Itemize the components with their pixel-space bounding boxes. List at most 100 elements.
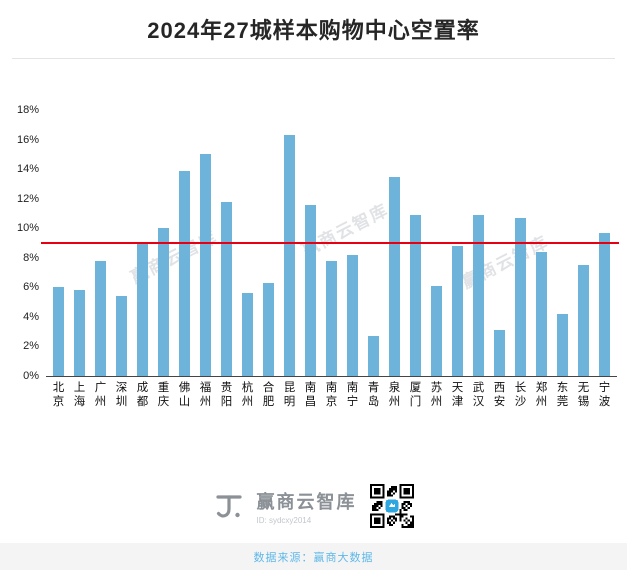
bar-长沙 [515,217,526,376]
x-label-cell: 南京 [321,382,342,409]
x-axis-labels: 北京 上海 广州 深圳 成都 重庆 佛山 福州 贵阳 杭州 合肥 昆明 南昌 南京 南宁 青岛 泉州 厦门 苏州 天津… [46,382,617,409]
bar-column [447,110,468,376]
x-tick-label: 武汉 [472,382,485,408]
bar-合肥 [263,282,274,376]
data-source-bar: 数据来源：赢商大数据 [0,543,627,570]
bar-column [363,110,384,376]
bar-column [90,110,111,376]
x-label-cell: 宁波 [594,382,615,409]
x-tick-label: 深圳 [115,382,128,408]
x-label-cell: 苏州 [426,382,447,409]
x-tick-label: 成都 [136,382,149,408]
brand-name: 赢商云智库 [256,491,357,512]
x-label-cell: 泉州 [384,382,405,409]
bar-column [594,110,615,376]
bar-column [489,110,510,376]
bar-column [426,110,447,376]
y-axis-spacer [12,382,46,409]
y-tick-label: 10% [16,222,39,235]
bar-宁波 [599,232,610,376]
x-tick-label: 广州 [94,382,107,408]
bar-无锡 [578,265,589,376]
bars-row [48,110,615,376]
x-tick-label: 福州 [199,382,212,408]
bar-column [405,110,426,376]
bar-column [195,110,216,376]
x-tick-label: 贵阳 [220,382,233,408]
x-tick-label: 南昌 [304,382,317,408]
x-tick-label: 杭州 [241,382,254,408]
x-tick-label: 郑州 [535,382,548,408]
x-label-cell: 东莞 [552,382,573,409]
x-label-cell: 杭州 [237,382,258,409]
bar-column [258,110,279,376]
y-tick-label: 6% [23,281,39,294]
bar-column [216,110,237,376]
bar-column [300,110,321,376]
y-tick-label: 14% [16,163,39,176]
bar-广州 [95,260,106,376]
x-tick-label: 佛山 [178,382,191,408]
bar-column [237,110,258,376]
x-label-cell: 青岛 [363,382,384,409]
x-tick-label: 泉州 [388,382,401,408]
bar-北京 [53,287,64,376]
title-divider [12,58,615,59]
bar-column [573,110,594,376]
x-tick-label: 苏州 [430,382,443,408]
bar-column [321,110,342,376]
bar-贵阳 [221,201,232,376]
bar-东莞 [557,313,568,376]
x-label-cell: 郑州 [531,382,552,409]
x-label-cell: 成都 [132,382,153,409]
footer-branding: 赢商云智库 ID: sydcxy2014 [0,484,627,528]
bar-南宁 [347,254,358,376]
x-label-cell: 重庆 [153,382,174,409]
y-tick-label: 0% [23,370,39,382]
x-label-cell: 南宁 [342,382,363,409]
x-tick-label: 东莞 [556,382,569,408]
bar-郑州 [536,251,547,376]
x-tick-label: 南宁 [346,382,359,408]
x-tick-label: 青岛 [367,382,380,408]
x-label-cell: 长沙 [510,382,531,409]
bar-苏州 [431,285,442,376]
x-label-cell: 西安 [489,382,510,409]
x-label-cell: 厦门 [405,382,426,409]
yingshang-logo-icon [214,490,244,522]
x-tick-label: 重庆 [157,382,170,408]
average-reference-line [41,242,619,244]
x-tick-label: 厦门 [409,382,422,408]
x-tick-label: 上海 [73,382,86,408]
y-tick-label: 16% [16,133,39,146]
bar-泉州 [389,176,400,376]
x-label-cell: 福州 [195,382,216,409]
bar-杭州 [242,293,253,376]
x-label-cell: 合肥 [258,382,279,409]
bar-column [111,110,132,376]
bar-column [531,110,552,376]
x-tick-label: 昆明 [283,382,296,408]
x-label-cell: 无锡 [573,382,594,409]
bar-column [468,110,489,376]
x-label-cell: 武汉 [468,382,489,409]
bar-武汉 [473,214,484,376]
y-axis: 0% 2% 4% 6% 8% 10% 12% 14% 16% 18% [12,104,46,382]
bar-成都 [137,244,148,376]
bar-西安 [494,330,505,376]
x-label-cell: 南昌 [300,382,321,409]
x-tick-label: 西安 [493,382,506,408]
y-tick-label: 8% [23,251,39,264]
x-label-cell: 贵阳 [216,382,237,409]
x-tick-label: 南京 [325,382,338,408]
bar-column [174,110,195,376]
bar-天津 [452,245,463,376]
bar-column [279,110,300,376]
x-tick-label: 北京 [52,382,65,408]
x-label-cell: 昆明 [279,382,300,409]
bar-column [342,110,363,376]
x-label-cell: 上海 [69,382,90,409]
x-label-cell: 天津 [447,382,468,409]
y-tick-label: 18% [16,104,39,116]
bar-佛山 [179,170,190,376]
